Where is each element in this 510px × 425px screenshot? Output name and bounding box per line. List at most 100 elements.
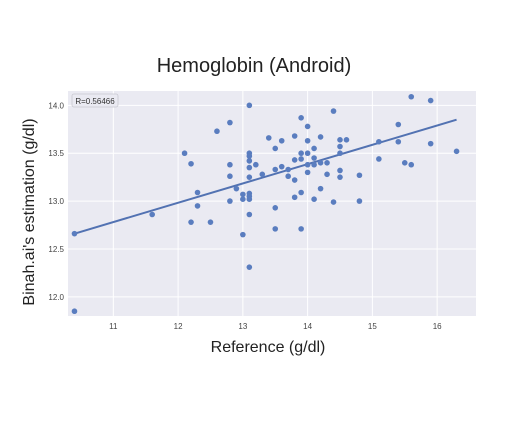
scatter-point bbox=[246, 174, 253, 180]
scatter-point bbox=[401, 160, 408, 166]
scatter-point bbox=[304, 169, 311, 176]
scatter-point bbox=[207, 219, 214, 225]
scatter-point bbox=[291, 177, 298, 183]
scatter-point bbox=[317, 160, 324, 166]
scatter-point bbox=[272, 205, 279, 211]
scatter-point bbox=[188, 219, 194, 225]
scatter-point bbox=[253, 161, 259, 168]
scatter-point bbox=[298, 156, 304, 162]
scatter-point bbox=[330, 108, 337, 114]
scatter-point bbox=[291, 157, 298, 163]
scatter-point bbox=[317, 134, 324, 140]
scatter-point bbox=[337, 167, 343, 174]
scatter-point bbox=[240, 231, 246, 238]
scatter-point bbox=[324, 171, 330, 178]
x-tick-label: 12 bbox=[174, 322, 183, 331]
scatter-point bbox=[291, 194, 298, 201]
scatter-point bbox=[272, 166, 279, 173]
scatter-point bbox=[227, 119, 233, 126]
scatter-point bbox=[246, 211, 253, 218]
scatter-point bbox=[246, 164, 253, 171]
y-tick-label: 12.0 bbox=[48, 293, 64, 302]
scatter-point bbox=[246, 102, 253, 109]
scatter-point bbox=[317, 185, 324, 192]
scatter-point bbox=[240, 191, 246, 198]
y-tick-label: 13.0 bbox=[48, 197, 64, 206]
scatter-point bbox=[311, 155, 317, 161]
scatter-point bbox=[304, 137, 311, 144]
scatter-point bbox=[298, 226, 304, 232]
scatter-point bbox=[214, 128, 220, 135]
scatter-point bbox=[291, 133, 298, 139]
scatter-point bbox=[376, 138, 382, 145]
scatter-point bbox=[395, 138, 402, 145]
scatter-point bbox=[298, 115, 304, 121]
y-tick-label: 13.5 bbox=[48, 149, 64, 158]
scatter-point bbox=[285, 173, 291, 180]
x-tick-label: 15 bbox=[368, 322, 377, 331]
scatter-point bbox=[311, 145, 317, 152]
chart-title: Hemoglobin (Android) bbox=[157, 55, 352, 77]
scatter-point bbox=[227, 198, 233, 204]
scatter-point bbox=[356, 198, 363, 204]
correlation-annotation-box bbox=[71, 93, 119, 108]
scatter-point bbox=[408, 93, 415, 100]
scatter-point bbox=[71, 308, 78, 315]
x-tick-label: 11 bbox=[109, 322, 118, 331]
scatter-point bbox=[408, 161, 415, 168]
scatter-point bbox=[194, 203, 201, 209]
scatter-point bbox=[278, 137, 285, 144]
scatter-point bbox=[337, 150, 343, 157]
scatter-point bbox=[272, 226, 279, 232]
scatter-point bbox=[259, 171, 266, 178]
scatter-point bbox=[343, 137, 350, 143]
scatter-point bbox=[285, 166, 291, 173]
y-axis-label: Binah.ai's estimation (g/dl) bbox=[21, 118, 38, 305]
regression-line bbox=[74, 118, 457, 235]
scatter-point bbox=[181, 150, 188, 157]
scatter-point bbox=[304, 123, 311, 130]
x-axis-label: Reference (g/dl) bbox=[211, 339, 326, 356]
scatter-point bbox=[376, 156, 382, 162]
scatter-point bbox=[427, 140, 434, 147]
x-tick-label: 13 bbox=[238, 322, 247, 331]
scatter-point bbox=[246, 158, 253, 164]
scatter-point bbox=[427, 97, 434, 104]
scatter-point bbox=[304, 150, 311, 157]
scatter-point bbox=[337, 137, 343, 143]
correlation-annotation: R=0.56466 bbox=[75, 97, 115, 106]
scatter-point bbox=[246, 264, 253, 270]
scatter-point bbox=[233, 185, 240, 192]
scatter-point bbox=[395, 121, 402, 128]
scatter-point bbox=[265, 135, 272, 141]
scatter-point bbox=[453, 148, 460, 155]
scatter-point bbox=[298, 189, 304, 196]
scatter-point bbox=[298, 150, 304, 157]
x-tick-label: 14 bbox=[303, 322, 312, 331]
scatter-point bbox=[240, 196, 246, 202]
scatter-point bbox=[194, 189, 201, 196]
scatter-point bbox=[246, 196, 253, 202]
scatter-point bbox=[227, 173, 233, 180]
scatter-point bbox=[330, 199, 337, 205]
y-tick-label: 12.5 bbox=[48, 245, 64, 254]
x-tick-label: 16 bbox=[433, 322, 442, 331]
scatter-point bbox=[272, 145, 279, 152]
scatter-point bbox=[227, 161, 233, 168]
scatter-point bbox=[149, 211, 155, 218]
scatter-point bbox=[278, 163, 285, 170]
scatter-point bbox=[324, 160, 330, 166]
scatter-point bbox=[337, 143, 343, 150]
scatter-point bbox=[188, 160, 194, 167]
scatter-point bbox=[246, 153, 253, 159]
scatter-point bbox=[311, 161, 317, 168]
scatter-point bbox=[304, 161, 311, 168]
scatter-point bbox=[71, 230, 78, 237]
plot-area bbox=[68, 91, 476, 316]
scatter-point bbox=[311, 196, 317, 202]
scatter-point bbox=[356, 172, 363, 179]
scatter-point bbox=[337, 174, 343, 180]
y-tick-label: 14.0 bbox=[48, 101, 64, 110]
